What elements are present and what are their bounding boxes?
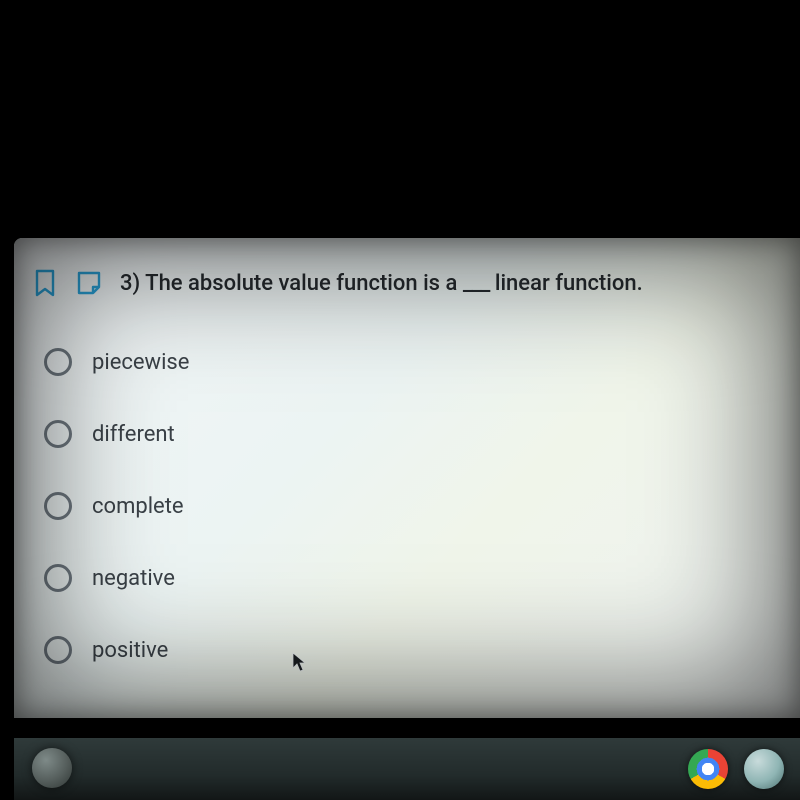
- question-text: 3) The absolute value function is a ___ …: [120, 271, 643, 296]
- option-label: negative: [92, 566, 175, 591]
- monitor-frame: 3) The absolute value function is a ___ …: [0, 220, 800, 800]
- option-positive[interactable]: positive: [44, 614, 800, 686]
- system-tray: [688, 738, 794, 800]
- radio-icon[interactable]: [44, 420, 72, 448]
- option-piecewise[interactable]: piecewise: [44, 326, 800, 398]
- note-icon[interactable]: [76, 268, 102, 298]
- radio-icon[interactable]: [44, 492, 72, 520]
- app-icon[interactable]: [744, 749, 784, 789]
- question-after: linear function.: [495, 271, 643, 296]
- option-different[interactable]: different: [44, 398, 800, 470]
- start-button[interactable]: [32, 748, 72, 788]
- radio-icon[interactable]: [44, 348, 72, 376]
- taskbar: [14, 738, 800, 800]
- question-before: The absolute value function is a: [145, 271, 457, 296]
- option-negative[interactable]: negative: [44, 542, 800, 614]
- option-label: positive: [92, 638, 168, 663]
- question-number: 3): [120, 271, 140, 296]
- chrome-icon[interactable]: [688, 749, 728, 789]
- radio-icon[interactable]: [44, 636, 72, 664]
- options-list: piecewise different complete negative po…: [14, 322, 800, 686]
- option-label: complete: [92, 494, 184, 519]
- option-label: different: [92, 422, 175, 447]
- bookmark-icon[interactable]: [32, 268, 58, 298]
- quiz-panel: 3) The absolute value function is a ___ …: [14, 238, 800, 718]
- option-label: piecewise: [92, 350, 189, 375]
- question-blank: ___: [463, 271, 490, 296]
- radio-icon[interactable]: [44, 564, 72, 592]
- question-row: 3) The absolute value function is a ___ …: [14, 268, 800, 322]
- option-complete[interactable]: complete: [44, 470, 800, 542]
